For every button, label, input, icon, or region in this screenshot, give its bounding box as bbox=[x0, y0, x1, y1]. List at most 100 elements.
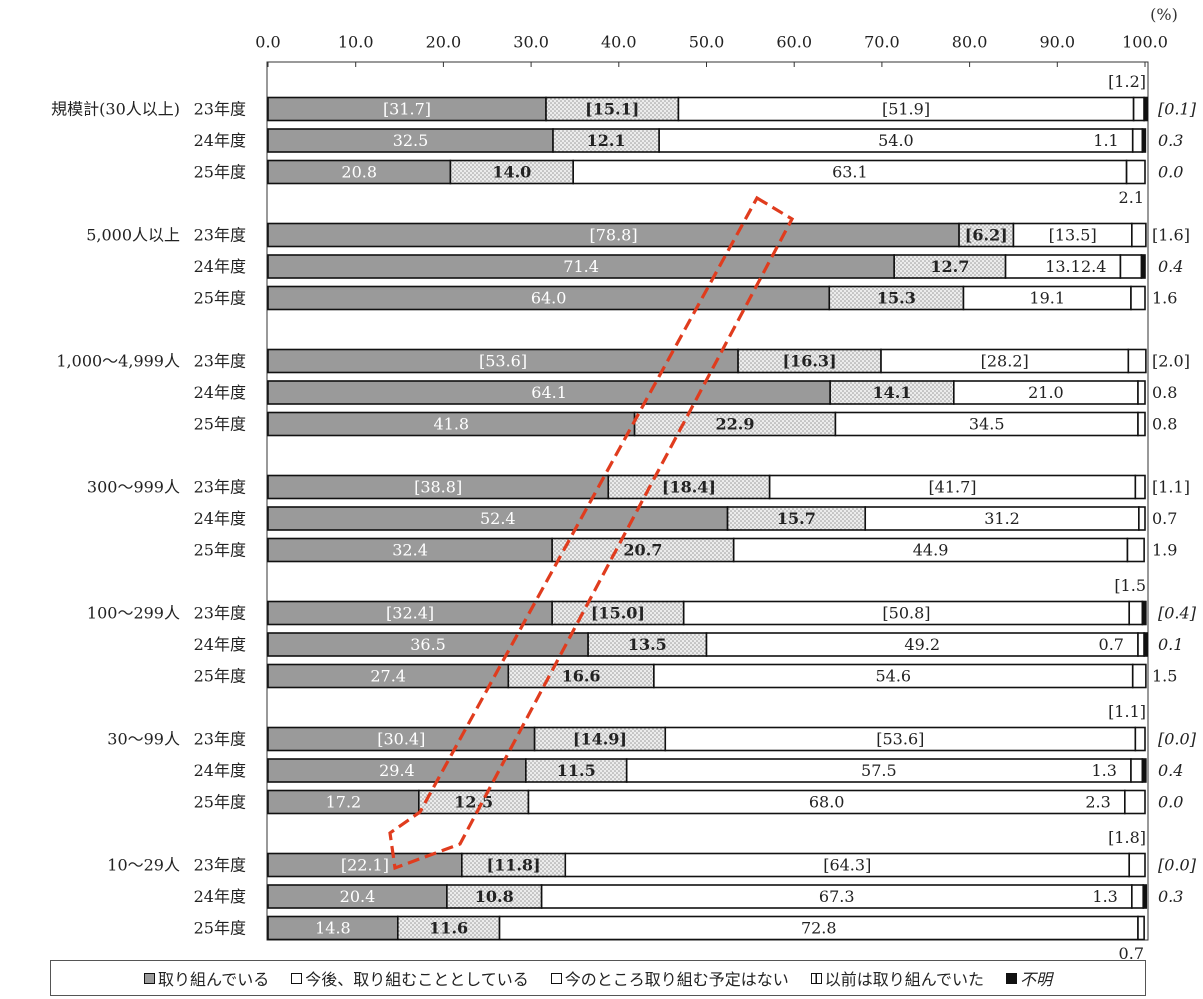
year-label: 23年度 bbox=[194, 226, 246, 245]
data-label-engaged: 27.4 bbox=[370, 667, 406, 686]
bar-row: 規模計(30人以上) 23年度 [31.7] [15.1] [51.9] [1.2] [0.… bbox=[51, 72, 1197, 122]
year-label: 25年度 bbox=[194, 793, 246, 812]
year-label: 24年度 bbox=[194, 131, 246, 150]
data-label-no-plan: 21.0 bbox=[1028, 383, 1064, 402]
data-label-previously: 0.8 bbox=[1152, 415, 1177, 434]
x-axis: 0.0 10.0 20.0 30.0 40.0 50.0 60.0 70.0 80.0 90.0 1… bbox=[255, 33, 1168, 67]
group-label: 規模計(30人以上) bbox=[51, 100, 180, 119]
bar-row: 1,000～4,999人 23年度 [53.6] [16.3] [28.2] [2.0] bbox=[56, 348, 1190, 374]
legend-swatch bbox=[810, 972, 822, 984]
bar-segment-previously bbox=[1127, 348, 1147, 374]
x-tick-label: 10.0 bbox=[338, 33, 374, 52]
data-label-unknown: [0.1] bbox=[1158, 100, 1197, 119]
bar-segment-previously bbox=[1131, 884, 1145, 909]
legend-swatch bbox=[291, 972, 303, 984]
data-label-unknown: [0.0] bbox=[1158, 856, 1197, 875]
bar-row: 25年度 64.0 15.3 19.1 1.6 bbox=[194, 285, 1177, 311]
bar-segment-previously bbox=[1130, 758, 1144, 783]
trend-arrow bbox=[388, 195, 795, 871]
data-label-no-plan: 54.6 bbox=[875, 667, 911, 686]
data-label-no-plan: 67.3 bbox=[819, 887, 855, 906]
legend-label: 不明 bbox=[1019, 970, 1052, 989]
year-label: 25年度 bbox=[194, 289, 246, 308]
data-label-no-plan: 57.5 bbox=[861, 761, 897, 780]
data-label-unknown: 0.0 bbox=[1158, 163, 1183, 182]
bar-segment-previously bbox=[1126, 537, 1145, 563]
group-label: 1,000～4,999人 bbox=[56, 352, 180, 371]
bar-segment-previously bbox=[1137, 915, 1145, 941]
bar-segment-previously bbox=[1128, 852, 1146, 878]
legend-item-previously: 以前は取り組んでいた bbox=[810, 966, 984, 990]
data-label-no-plan: 49.2 bbox=[904, 635, 940, 654]
year-label: 24年度 bbox=[194, 383, 246, 402]
data-label-planning: 12.1 bbox=[587, 131, 626, 150]
data-label-engaged: 17.2 bbox=[326, 793, 362, 812]
data-label-no-plan: [50.8] bbox=[882, 604, 930, 623]
data-label-planning: [18.4] bbox=[662, 478, 716, 497]
bar-row: 24年度 71.4 12.7 13.1 2.4 0.4 bbox=[194, 254, 1183, 279]
bar-segment-previously bbox=[1128, 600, 1144, 626]
bar-row: 24年度 29.4 11.5 57.5 1.3 0.4 bbox=[194, 758, 1183, 783]
data-label-no-plan: 54.0 bbox=[878, 131, 914, 150]
data-label-previously: 1.3 bbox=[1092, 761, 1117, 780]
data-label-unknown: 0.3 bbox=[1158, 131, 1183, 150]
bar-segment-unknown bbox=[1143, 96, 1148, 122]
data-label-engaged: 64.0 bbox=[531, 289, 567, 308]
bar-row: 24年度 20.4 10.8 67.3 1.3 0.3 bbox=[194, 884, 1183, 909]
bar-segment-previously bbox=[1131, 128, 1144, 153]
data-label-engaged: 36.5 bbox=[410, 635, 446, 654]
data-label-no-plan: [13.5] bbox=[1049, 226, 1097, 245]
data-label-planning: 14.0 bbox=[492, 163, 531, 182]
bar-row: 5,000人以上 23年度 [78.8] [6.2] [13.5] [1.6] bbox=[86, 222, 1190, 248]
legend-swatch bbox=[1005, 972, 1017, 984]
data-label-planning: 13.5 bbox=[628, 635, 667, 654]
data-label-planning: 12.5 bbox=[454, 793, 493, 812]
bar-row: 25年度 27.4 16.6 54.6 1.5 bbox=[194, 663, 1177, 689]
data-label-previously: 0.7 bbox=[1119, 944, 1144, 963]
data-label-no-plan: 19.1 bbox=[1029, 289, 1065, 308]
data-label-planning: [16.3] bbox=[782, 352, 836, 371]
data-label-engaged: 52.4 bbox=[480, 509, 516, 528]
data-label-no-plan: [64.3] bbox=[823, 856, 871, 875]
year-label: 25年度 bbox=[194, 415, 246, 434]
legend-item-unknown: 不明 bbox=[1005, 966, 1052, 990]
bar-segment-previously bbox=[1119, 254, 1143, 279]
data-label-engaged: [32.4] bbox=[386, 604, 434, 623]
bar-segment-unknown bbox=[1141, 600, 1147, 626]
bar-segment-previously bbox=[1138, 506, 1146, 531]
year-label: 25年度 bbox=[194, 919, 246, 938]
bar-row: 24年度 64.1 14.1 21.0 0.8 bbox=[194, 380, 1177, 405]
data-label-previously: 0.8 bbox=[1152, 383, 1177, 402]
bar-segment-previously bbox=[1137, 380, 1146, 405]
bar-row: 24年度 32.5 12.1 54.0 1.1 0.3 bbox=[194, 128, 1183, 153]
legend-item-planning: 今後、取り組むこととしている bbox=[291, 966, 529, 990]
data-label-unknown: [0.0] bbox=[1158, 730, 1197, 749]
data-label-no-plan: [41.7] bbox=[928, 478, 976, 497]
legend-item-engaged: 取り組んでいる bbox=[144, 966, 269, 990]
data-label-engaged: 29.4 bbox=[379, 761, 415, 780]
data-label-planning: 12.7 bbox=[930, 257, 969, 276]
data-label-previously: 1.9 bbox=[1152, 541, 1177, 560]
legend-label: 取り組んでいる bbox=[158, 970, 270, 989]
data-label-planning: [11.8] bbox=[487, 856, 541, 875]
bar-segment-previously bbox=[1132, 96, 1145, 122]
year-label: 23年度 bbox=[194, 352, 246, 371]
data-label-previously: [1.1] bbox=[1108, 702, 1146, 721]
data-label-unknown: 0.1 bbox=[1158, 635, 1183, 654]
year-label: 24年度 bbox=[194, 509, 246, 528]
group-label: 10～29人 bbox=[107, 856, 180, 875]
group-label: 300～999人 bbox=[87, 478, 180, 497]
x-tick-label: 70.0 bbox=[864, 33, 900, 52]
x-tick-label: 40.0 bbox=[601, 33, 637, 52]
data-label-unknown: 0.3 bbox=[1158, 887, 1183, 906]
data-label-engaged: [38.8] bbox=[414, 478, 462, 497]
bar-segment-previously bbox=[1137, 632, 1145, 657]
data-label-no-plan: 44.9 bbox=[913, 541, 949, 560]
bar-row: 25年度 20.8 14.0 63.1 2.1 0.0 bbox=[194, 159, 1183, 207]
data-label-planning: 11.6 bbox=[429, 919, 468, 938]
x-tick-label: 80.0 bbox=[952, 33, 988, 52]
data-label-planning: [14.9] bbox=[573, 730, 627, 749]
bar-segment-unknown bbox=[1141, 758, 1147, 783]
bar-segment-previously bbox=[1125, 159, 1146, 185]
